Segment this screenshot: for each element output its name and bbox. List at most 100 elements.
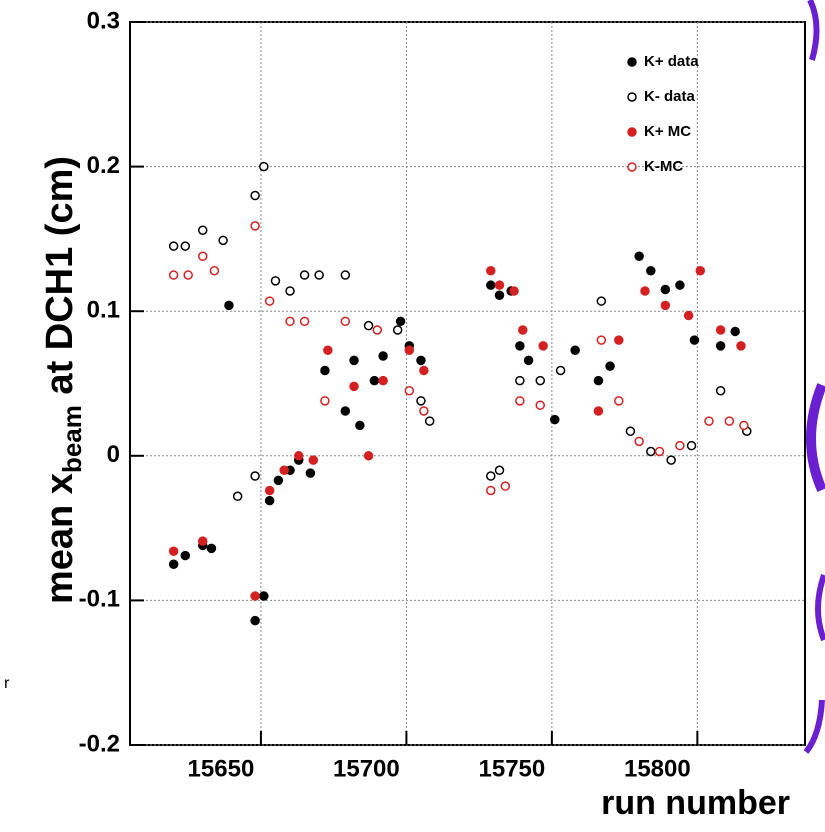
y-tick-label: -0.1 (79, 586, 120, 613)
x-tick-label: 15800 (624, 755, 691, 782)
marker (197, 225, 208, 235)
marker (224, 300, 234, 311)
marker (314, 270, 324, 280)
marker (378, 351, 388, 361)
marker (704, 416, 714, 426)
y-label-rest: at DCH1 (cm) (39, 156, 81, 405)
marker (349, 381, 359, 392)
marker (654, 446, 665, 457)
marker (299, 270, 310, 280)
marker (535, 400, 545, 410)
marker (395, 316, 406, 327)
marker (308, 455, 319, 465)
marker (363, 320, 374, 331)
marker (518, 325, 528, 335)
marker (646, 265, 656, 276)
fragment: r (4, 675, 10, 692)
marker (675, 280, 685, 290)
y-axis-label: mean xbeam at DCH1 (cm) (39, 156, 87, 604)
marker (614, 335, 624, 345)
legend-marker (627, 57, 637, 67)
y-tick-label: 0.2 (87, 152, 120, 179)
marker (715, 325, 726, 335)
marker (355, 420, 365, 431)
marker (294, 451, 304, 461)
marker (683, 310, 694, 321)
marker (378, 375, 388, 386)
x-axis-label: run number (601, 784, 790, 822)
marker (675, 440, 685, 451)
marker (535, 375, 545, 386)
legend-marker (627, 127, 637, 137)
marker (515, 341, 525, 351)
marker (404, 345, 415, 355)
marker (250, 471, 260, 481)
marker (486, 265, 496, 276)
decoration (806, 383, 825, 493)
marker (625, 426, 636, 436)
x-tick-label: 15650 (188, 755, 255, 782)
legend-label: K- data (644, 88, 695, 105)
marker (724, 416, 735, 426)
marker (686, 440, 697, 451)
marker (570, 345, 580, 355)
marker (183, 270, 193, 280)
marker (596, 296, 607, 306)
legend-marker (627, 162, 637, 172)
marker (739, 420, 749, 431)
marker (264, 485, 275, 496)
marker (689, 335, 700, 345)
y-tick-label: 0.1 (87, 297, 120, 324)
legend-marker (627, 92, 637, 102)
marker (270, 276, 281, 286)
marker (593, 406, 604, 416)
marker (197, 251, 208, 262)
marker (593, 375, 604, 386)
marker (494, 280, 505, 290)
marker (320, 396, 330, 406)
y-tick-label: -0.2 (79, 730, 120, 757)
marker (695, 265, 706, 276)
marker (736, 341, 746, 351)
marker (538, 341, 548, 351)
marker (323, 345, 333, 355)
marker (168, 559, 179, 569)
marker (550, 414, 560, 425)
marker (596, 335, 607, 345)
marker (285, 286, 295, 296)
marker (486, 280, 496, 290)
y-label-sub: beam (57, 405, 87, 473)
marker (605, 361, 615, 371)
marker (285, 316, 295, 327)
marker (555, 365, 566, 376)
marker (250, 591, 260, 601)
marker (206, 543, 217, 554)
legend-label: K-MC (644, 158, 683, 175)
y-label-main: mean x (39, 473, 81, 604)
x-tick-label: 15750 (479, 755, 546, 782)
marker (209, 265, 220, 276)
marker (419, 365, 429, 376)
legend-label: K+ MC (644, 123, 691, 140)
marker (634, 251, 644, 262)
marker (180, 241, 191, 251)
marker (500, 481, 511, 491)
y-tick-label: 0 (107, 441, 120, 468)
marker (715, 385, 726, 396)
marker (363, 451, 374, 461)
marker (392, 325, 403, 335)
marker (340, 406, 351, 416)
marker (515, 375, 525, 386)
marker (494, 465, 505, 476)
marker (168, 270, 179, 280)
marker (232, 491, 243, 502)
marker (614, 396, 624, 406)
marker (523, 355, 534, 366)
marker (486, 471, 496, 481)
legend-label: K+ data (644, 53, 699, 70)
marker (419, 406, 429, 416)
marker (250, 221, 260, 231)
marker (715, 341, 726, 351)
marker (634, 436, 644, 447)
